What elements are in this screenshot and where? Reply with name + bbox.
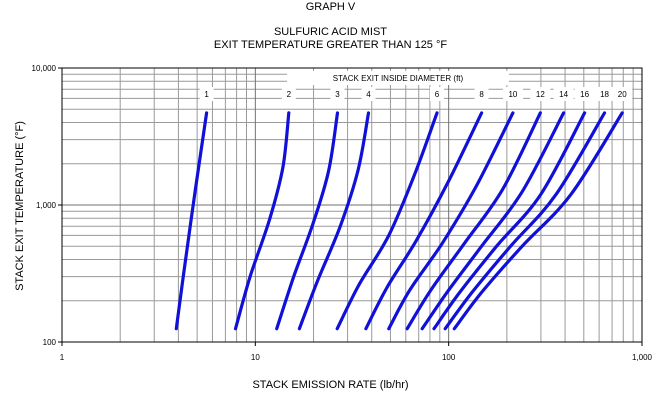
chart-subtitle: EXIT TEMPERATURE GREATER THAN 125 °F <box>213 39 448 51</box>
x-axis-label: STACK EMISSION RATE (lb/hr) <box>252 379 409 391</box>
series-line-4 <box>297 111 371 331</box>
series-label-3: 3 <box>335 90 340 99</box>
series-label-14: 14 <box>559 90 568 99</box>
series-label-6: 6 <box>435 90 440 99</box>
x-tick-label: 1 <box>60 353 65 362</box>
series-label-1: 1 <box>204 90 209 99</box>
x-tick-label: 10 <box>251 353 260 362</box>
y-tick-label: 100 <box>43 338 57 347</box>
series-label-8: 8 <box>479 90 484 99</box>
series-label-background <box>281 87 296 101</box>
series-label-2: 2 <box>287 90 292 99</box>
legend-title: STACK EXIT INSIDE DIAMETER (ft) <box>333 74 464 83</box>
series-label-background <box>361 87 376 101</box>
series-line-6 <box>335 111 439 331</box>
series-line-12 <box>405 111 542 331</box>
x-tick-label: 100 <box>442 353 456 362</box>
y-tick-label: 1,000 <box>36 201 57 210</box>
series-label-background <box>199 87 214 101</box>
series-label-background <box>474 87 489 101</box>
series-line-2 <box>233 111 291 331</box>
series-line-18 <box>443 111 607 331</box>
series-label-background <box>574 87 595 101</box>
x-tick-label: 1,000 <box>632 353 653 362</box>
series-label-12: 12 <box>536 90 545 99</box>
series-line-3 <box>275 111 340 331</box>
y-axis-label: STACK EXIT TEMPERATURE (°F) <box>14 121 26 291</box>
series-line-14 <box>420 111 566 331</box>
series-line-20 <box>452 111 624 331</box>
series-label-4: 4 <box>366 90 371 99</box>
series-line-1 <box>174 111 209 331</box>
series-label-background <box>330 87 345 101</box>
series-label-background <box>429 87 444 101</box>
legend-title-background <box>287 71 509 85</box>
series-label-background <box>594 87 615 101</box>
series-label-background <box>502 87 523 101</box>
chart-title: SULFURIC ACID MIST <box>273 26 388 38</box>
graph-label: GRAPH V <box>305 1 356 13</box>
y-tick-label: 10,000 <box>32 64 57 73</box>
series-label-10: 10 <box>508 90 517 99</box>
series-line-10 <box>387 111 515 331</box>
series-label-18: 18 <box>600 90 609 99</box>
series-label-background <box>612 87 633 101</box>
series-label-background <box>553 87 574 101</box>
series-line-8 <box>364 111 484 331</box>
series-line-16 <box>432 111 587 331</box>
series-label-16: 16 <box>580 90 589 99</box>
series-label-20: 20 <box>618 90 627 99</box>
series-label-background <box>530 87 551 101</box>
